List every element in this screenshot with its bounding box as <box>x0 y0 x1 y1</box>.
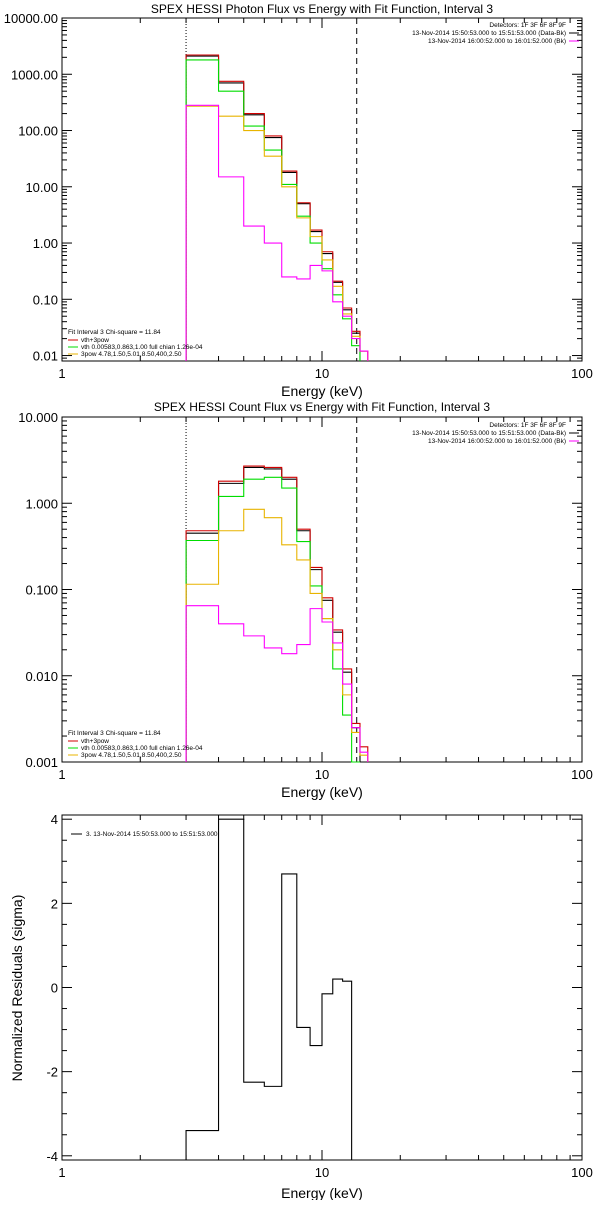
count-legend-detectors: Detectors: 1F 3F 6F 8F 9F <box>489 422 566 429</box>
count-series-3-line <box>185 508 369 762</box>
count-x-tick-label: 10 <box>315 767 329 782</box>
residuals-ticks <box>61 815 582 1160</box>
residuals-x-tick-label: 1 <box>58 1165 65 1180</box>
photon-series-3-line <box>185 105 369 361</box>
photon-y-tick-label: 100.00 <box>18 124 58 139</box>
count-x-tick-label: 100 <box>571 767 593 782</box>
photon-ticks <box>61 17 582 362</box>
photon-y-tick-labels: 0.01 0.10 1.00 10.00 100.00 1000.00 10000.00 <box>4 11 58 364</box>
photon-legend-fit-total: vth+3pow <box>81 337 109 344</box>
residuals-plot-frame <box>61 814 583 1161</box>
residuals-x-tick-label: 100 <box>571 1165 593 1180</box>
residuals-y-tick-label: 0 <box>51 981 58 996</box>
photon-x-axis-label: Energy (keV) <box>281 383 363 399</box>
count-flux-panel: SPEX HESSI Count Flux vs Energy with Fit… <box>18 400 593 800</box>
photon-y-tick-label: 0.10 <box>33 292 58 307</box>
photon-plot-frame <box>61 17 583 362</box>
photon-reference-lines <box>185 18 358 361</box>
photon-x-tick-label: 10 <box>315 366 329 381</box>
photon-legend-3pow: 3pow 4.78,1.50,5.01,8.50,400,2.50 <box>81 351 182 358</box>
residuals-x-tick-labels: 1 10 100 <box>58 1165 592 1180</box>
count-y-tick-label: 0.010 <box>25 669 58 684</box>
photon-legend-vth: vth 0.00583,0.863,1.00 full chian 1.26e-… <box>81 344 203 351</box>
count-y-tick-label: 0.100 <box>25 583 58 598</box>
residuals-y-tick-label: -2 <box>46 1065 58 1080</box>
count-legend-fit-total: vth+3pow <box>81 738 109 745</box>
count-legend-right: Detectors: 1F 3F 6F 8F 9F 13-Nov-2014 15… <box>412 422 579 445</box>
photon-legend-bk: 13-Nov-2014 16:00:52.000 to 16:01:52.000… <box>428 38 566 45</box>
residuals-y-tick-labels: -4 -2 0 2 4 <box>46 812 58 1164</box>
photon-flux-panel: SPEX HESSI Photon Flux vs Energy with Fi… <box>4 2 593 399</box>
count-legend-bk: 13-Nov-2014 16:00:52.000 to 16:01:52.000… <box>428 438 566 445</box>
photon-x-tick-label: 1 <box>58 366 65 381</box>
residuals-series <box>185 818 353 1160</box>
residuals-y-axis-label: Normalized Residuals (sigma) <box>9 895 25 1082</box>
photon-legend-data-bk: 13-Nov-2014 15:50:53.000 to 15:51:53.000… <box>412 30 566 37</box>
count-chart-title: SPEX HESSI Count Flux vs Energy with Fit… <box>154 400 490 414</box>
count-series-0-line <box>185 466 361 762</box>
residuals-panel: -4 -2 0 2 4 1 10 100 Energy (keV) Normalized R… <box>9 812 593 1201</box>
photon-legend-right: Detectors: 1F 3F 6F 8F 9F 13-Nov-2014 15… <box>412 22 579 45</box>
photon-y-tick-label: 1.00 <box>33 236 58 251</box>
residuals-x-axis-label: Energy (keV) <box>281 1185 363 1200</box>
count-x-tick-label: 1 <box>58 767 65 782</box>
count-series-1-line <box>185 465 369 762</box>
count-ticks <box>61 416 582 763</box>
photon-series-1-line <box>185 54 369 361</box>
photon-chart-title: SPEX HESSI Photon Flux vs Energy with Fi… <box>151 2 493 16</box>
residuals-legend-label: 3. 13-Nov-2014 15:50:53.000 to 15:51:53.… <box>86 831 218 838</box>
photon-y-tick-label: 0.01 <box>33 349 58 364</box>
residuals-y-tick-label: 4 <box>51 812 58 827</box>
count-legend-data-bk: 13-Nov-2014 15:50:53.000 to 15:51:53.000… <box>412 430 566 437</box>
count-y-tick-labels: 0.001 0.010 0.100 1.000 10.000 <box>18 410 58 770</box>
residuals-y-tick-label: 2 <box>51 896 58 911</box>
photon-legend-detectors: Detectors: 1F 3F 6F 8F 9F <box>489 22 566 29</box>
photon-legend-left: Fit Interval 3 Chi-square = 11.84 vth+3p… <box>68 329 203 358</box>
photon-legend-fit-header: Fit Interval 3 Chi-square = 11.84 <box>68 329 161 336</box>
residuals-series-0-line <box>185 818 353 1160</box>
photon-series <box>185 54 369 361</box>
photon-y-tick-label: 10000.00 <box>4 11 58 26</box>
residuals-y-tick-label: -4 <box>46 1149 58 1164</box>
count-x-axis-label: Energy (keV) <box>281 784 363 800</box>
count-legend-3pow: 3pow 4.78,1.50,5.01,8.50,400,2.50 <box>81 752 182 759</box>
count-y-tick-label: 0.001 <box>25 755 58 770</box>
photon-x-tick-label: 100 <box>571 366 593 381</box>
photon-x-tick-labels: 1 10 100 <box>58 366 592 381</box>
count-series-2-line <box>185 476 360 763</box>
count-y-tick-label: 1.000 <box>25 496 58 511</box>
count-reference-lines <box>185 417 358 762</box>
residuals-legend: 3. 13-Nov-2014 15:50:53.000 to 15:51:53.… <box>71 831 218 838</box>
photon-y-tick-label: 1000.00 <box>11 67 58 82</box>
count-y-tick-label: 10.000 <box>18 410 58 425</box>
photon-y-tick-label: 10.00 <box>25 180 58 195</box>
photon-series-0-line <box>185 55 361 361</box>
photon-series-4-line <box>185 104 369 361</box>
count-legend-left: Fit Interval 3 Chi-square = 11.84 vth+3p… <box>68 730 203 759</box>
count-series-4-line <box>185 605 369 762</box>
count-series <box>185 465 369 763</box>
count-legend-vth: vth 0.00583,0.863,1.00 full chian 1.26e-… <box>81 745 203 752</box>
count-x-tick-labels: 1 10 100 <box>58 767 592 782</box>
residuals-x-tick-label: 10 <box>315 1165 329 1180</box>
count-legend-fit-header: Fit Interval 3 Chi-square = 11.84 <box>68 730 161 737</box>
